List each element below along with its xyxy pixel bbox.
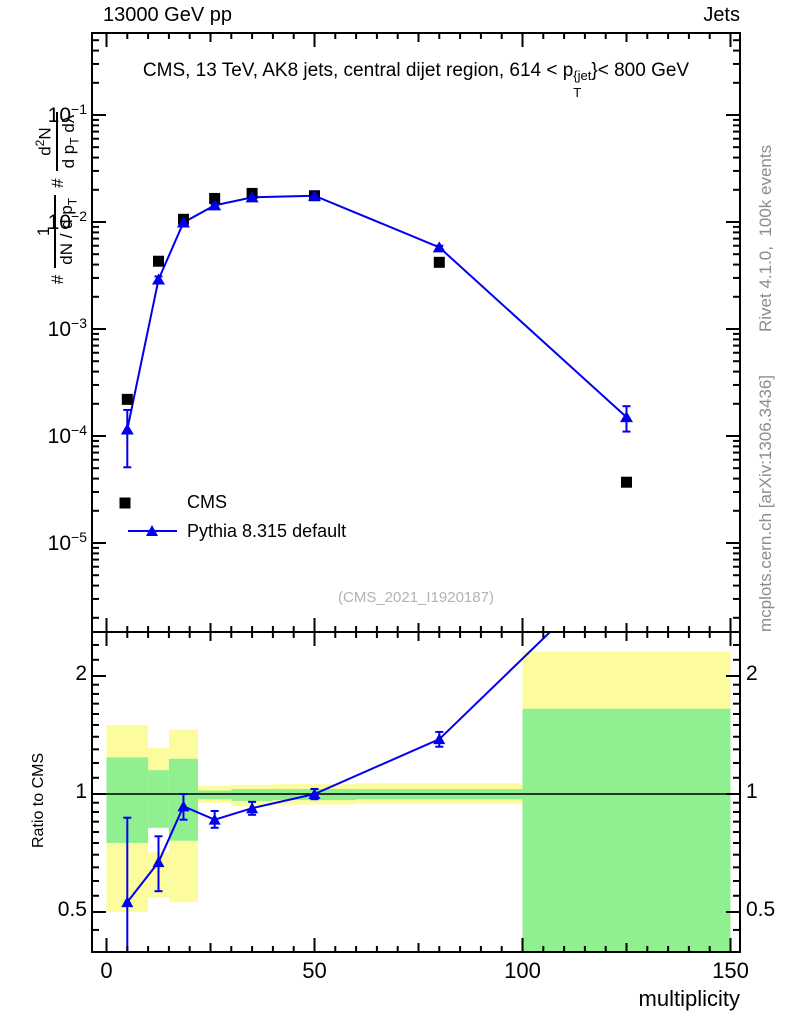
beam-energy-label: 13000 GeV pp [103,4,232,26]
main-y-tick-label: 10−4 [47,422,87,448]
main-y-axis-label: # 1 dN / d pT # d2N d pT dλ [16,111,98,302]
x-tick-label: 0 [100,958,113,983]
x-tick-label: 100 [504,958,541,983]
mcplots-reference-note: mcplots.cern.ch [arXiv:1306.3436] [756,374,775,632]
plot-title-sub: T [573,85,582,100]
ylabel-hash-1: # [47,274,67,285]
main-y-tick-label: 10−1 [47,101,87,127]
ratio-y-tick-label-right: 1 [746,780,758,803]
main-y-tick-label: 10−3 [47,315,87,341]
x-tick-label: 150 [712,958,749,983]
ylabel-frac2-num: d2N [33,127,55,156]
x-axis-label: multiplicity [638,986,740,1011]
plot-title-supsub: {jet T [573,68,592,100]
main-y-tick-label: 10−2 [47,208,87,234]
rivet-version-note: Rivet 4.1.0, 100k events [756,144,775,332]
plot-title-sup: {jet [573,68,592,83]
ratio-y-tick-label-right: 0.5 [746,898,776,921]
ratio-y-tick-label-left: 1 [75,780,87,803]
ratio-y-tick-label-right: 2 [746,662,758,685]
plot-title-post: }< 800 GeV [591,60,690,81]
ylabel-hash-2: # [47,178,67,188]
analysis-group-label: Jets [703,4,740,26]
x-tick-label: 50 [302,958,327,983]
ratio-y-tick-label-left: 2 [75,662,87,685]
ratio-y-tick-label-left: 0.5 [57,898,87,921]
plot-title-text: CMS, 13 TeV, AK8 jets, central dijet reg… [142,60,574,81]
legend-item-cms: CMS [187,492,227,512]
legend-item-pythia: Pythia 8.315 default [187,521,347,541]
plot-title: CMS, 13 TeV, AK8 jets, central dijet reg… [92,60,740,100]
watermark: (CMS_2021_I1920187) [338,589,494,606]
main-y-tick-label: 10−5 [47,529,87,555]
